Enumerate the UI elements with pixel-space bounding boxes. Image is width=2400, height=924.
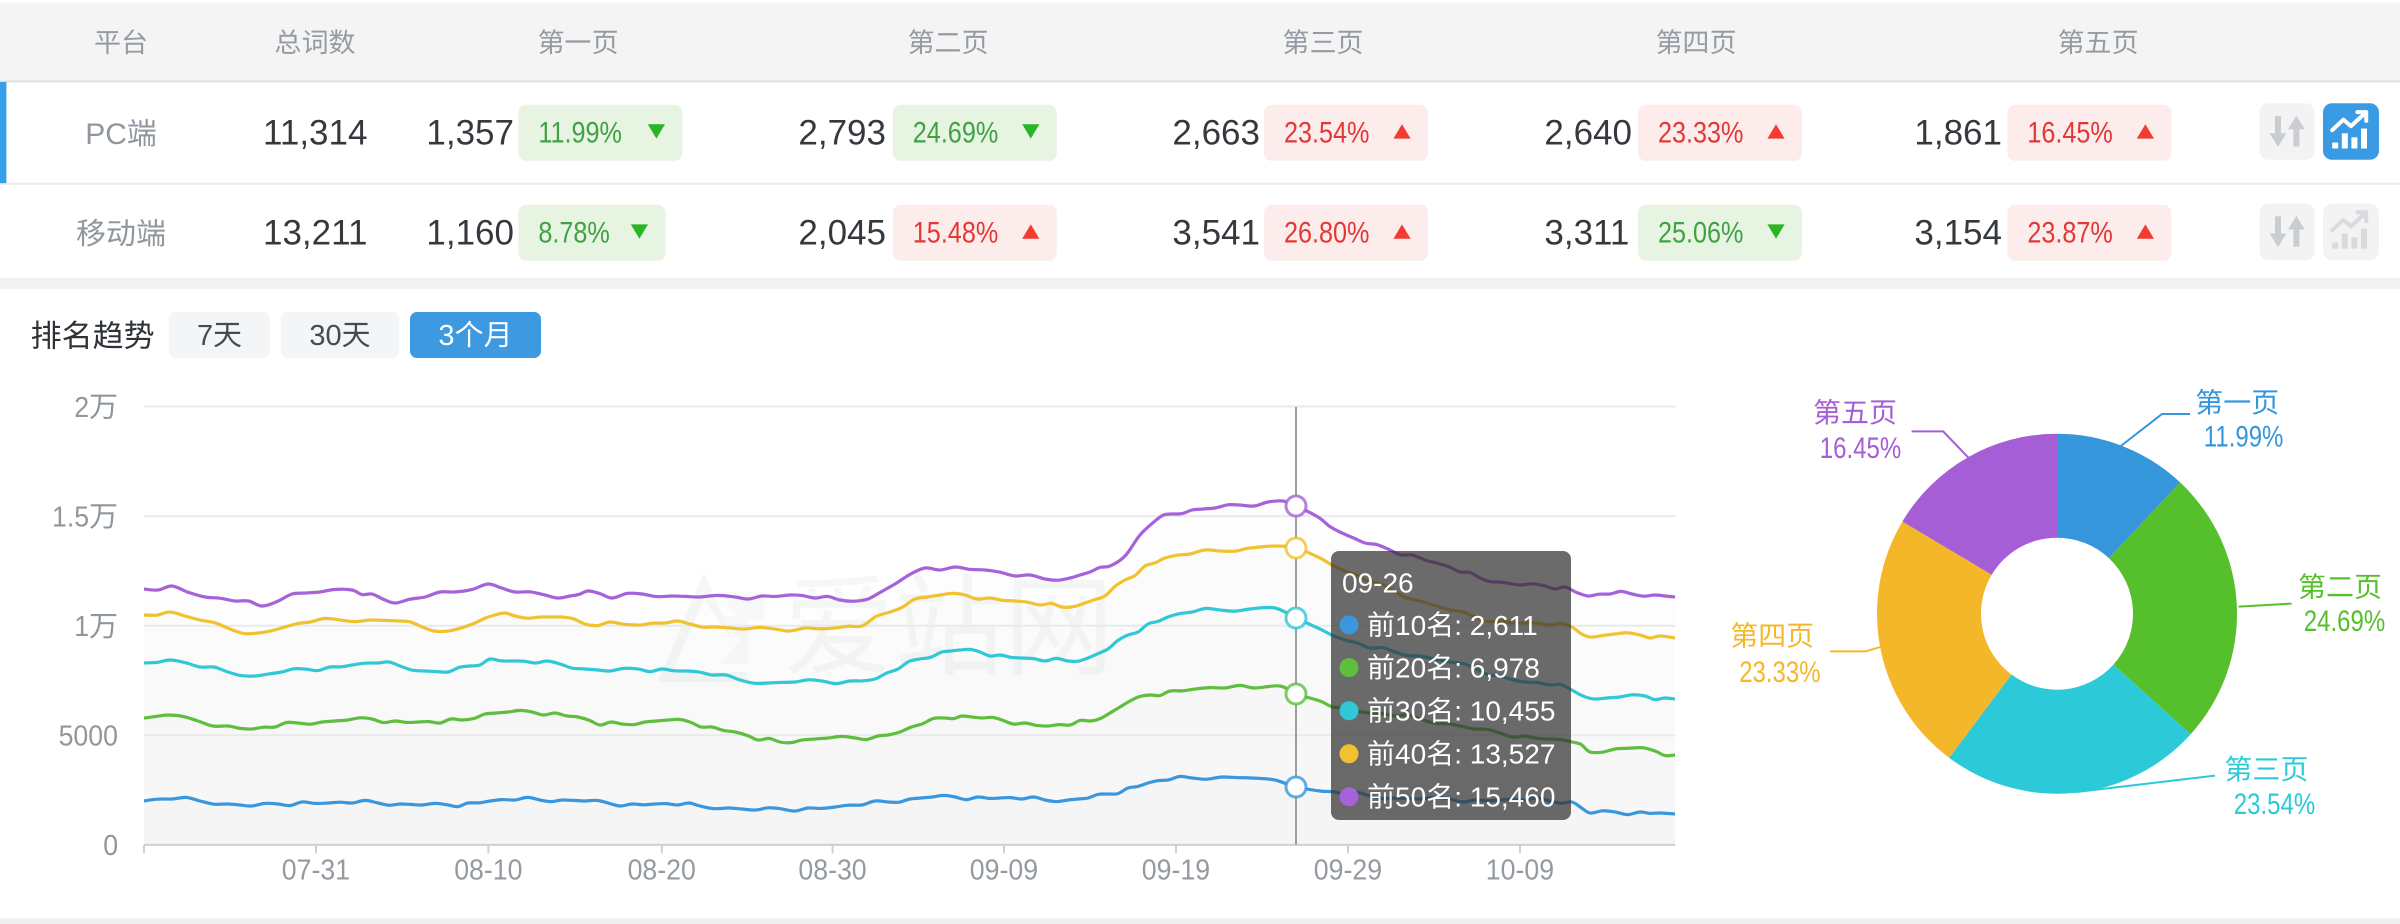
svg-text:11,314: 11,314 <box>263 113 367 152</box>
svg-text:: 13,527: : 13,527 <box>1454 739 1555 770</box>
svg-text:3: 3 <box>438 320 454 352</box>
svg-text:09-09: 09-09 <box>970 854 1038 886</box>
svg-text:2: 2 <box>74 391 89 423</box>
svg-text:40: 40 <box>1395 739 1426 770</box>
svg-text:1,357: 1,357 <box>426 113 514 152</box>
svg-text:11.99%: 11.99% <box>538 115 622 149</box>
svg-text:1: 1 <box>74 610 89 642</box>
svg-text:8.78%: 8.78% <box>538 215 609 249</box>
svg-text:23.33%: 23.33% <box>1739 654 1820 688</box>
svg-text:16.45%: 16.45% <box>1820 431 1901 465</box>
svg-text:: 10,455: : 10,455 <box>1454 696 1555 727</box>
svg-text:0: 0 <box>103 829 118 861</box>
svg-text:2,663: 2,663 <box>1172 113 1260 152</box>
svg-text:16.45%: 16.45% <box>2027 115 2112 149</box>
svg-text:09-26: 09-26 <box>1342 567 1414 598</box>
svg-text:1.5: 1.5 <box>52 500 89 532</box>
svg-text:08-30: 08-30 <box>798 854 866 886</box>
svg-text:1,160: 1,160 <box>426 214 514 253</box>
svg-text:23.54%: 23.54% <box>1284 115 1369 149</box>
svg-text:07-31: 07-31 <box>282 854 350 886</box>
svg-text:23.33%: 23.33% <box>1658 115 1743 149</box>
svg-text:: 15,460: : 15,460 <box>1454 782 1555 813</box>
svg-text:50: 50 <box>1395 782 1426 813</box>
svg-text:09-29: 09-29 <box>1314 854 1382 886</box>
svg-text:: 6,978: : 6,978 <box>1454 652 1540 683</box>
svg-text:2,045: 2,045 <box>798 214 886 253</box>
svg-text:30: 30 <box>309 320 341 352</box>
svg-text:30: 30 <box>1395 696 1426 727</box>
svg-text:09-19: 09-19 <box>1142 854 1210 886</box>
svg-text:: 2,611: : 2,611 <box>1454 610 1538 641</box>
svg-text:3,154: 3,154 <box>1914 214 2002 253</box>
svg-text:10-09: 10-09 <box>1486 854 1554 886</box>
svg-text:11.99%: 11.99% <box>2204 419 2284 453</box>
svg-text:10: 10 <box>1395 610 1426 641</box>
svg-text:26.80%: 26.80% <box>1284 215 1369 249</box>
svg-text:15.48%: 15.48% <box>913 215 998 249</box>
svg-text:08-10: 08-10 <box>454 854 522 886</box>
svg-text:25.06%: 25.06% <box>1658 215 1743 249</box>
svg-text:3,311: 3,311 <box>1544 214 1629 253</box>
svg-text:5000: 5000 <box>59 720 118 752</box>
svg-text:08-20: 08-20 <box>628 854 696 886</box>
svg-text:23.54%: 23.54% <box>2234 786 2315 820</box>
svg-text:20: 20 <box>1395 652 1426 683</box>
svg-text:24.69%: 24.69% <box>913 115 998 149</box>
svg-text:PC: PC <box>85 118 127 151</box>
svg-text:13,211: 13,211 <box>263 214 367 253</box>
svg-text:2,793: 2,793 <box>798 113 886 152</box>
svg-text:3,541: 3,541 <box>1172 214 1260 253</box>
svg-text:23.87%: 23.87% <box>2027 215 2112 249</box>
svg-text:24.69%: 24.69% <box>2304 604 2385 638</box>
svg-text:7: 7 <box>197 320 213 352</box>
svg-text:2,640: 2,640 <box>1544 113 1632 152</box>
svg-text:1,861: 1,861 <box>1914 113 2002 152</box>
